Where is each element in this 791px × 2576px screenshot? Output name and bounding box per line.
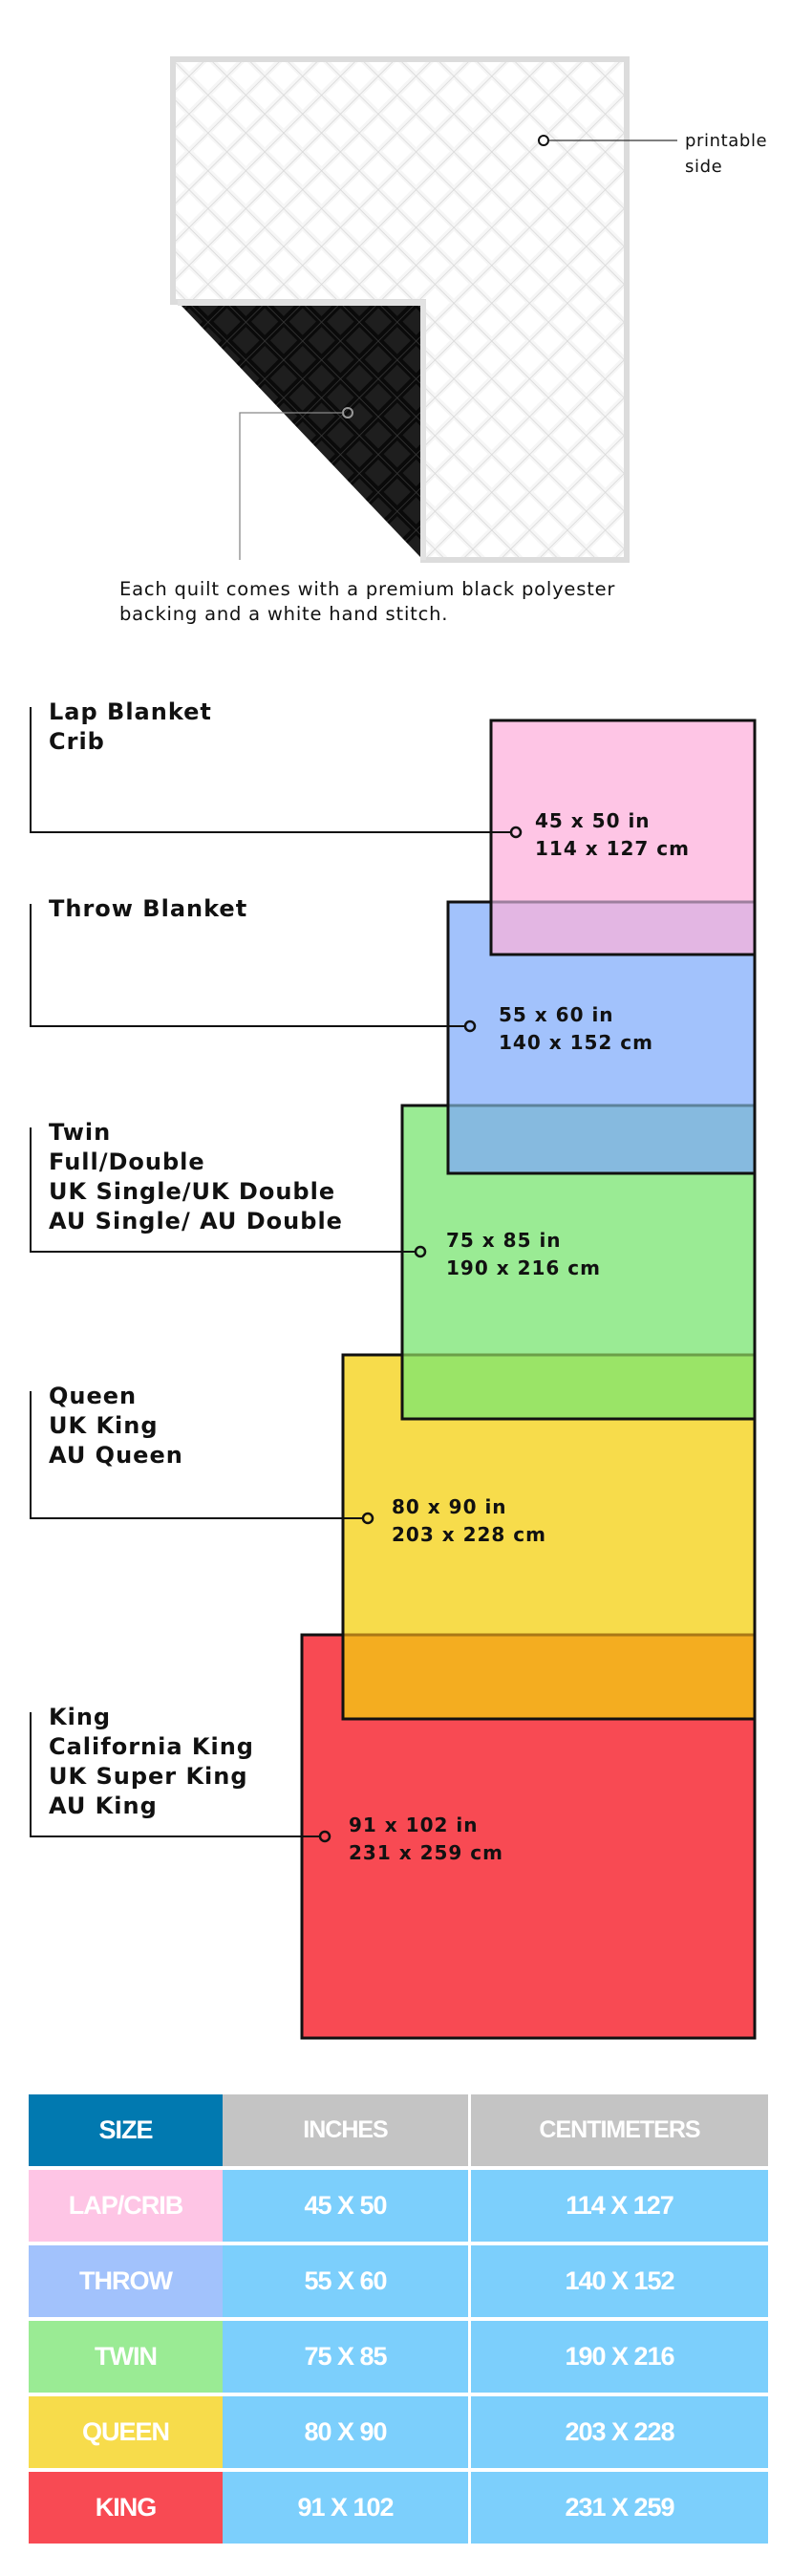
size-label-line: AU Queen: [49, 1442, 183, 1469]
size-label-line: Queen: [49, 1383, 137, 1409]
row-cm: 140 X 152: [471, 2245, 768, 2317]
row-size: LAP/CRIB: [29, 2170, 223, 2242]
table-row: LAP/CRIB 45 X 50 114 X 127: [29, 2170, 768, 2242]
size-label-line: Crib: [49, 728, 105, 755]
size-inches: 80 x 90 in: [392, 1495, 507, 1518]
row-cm: 190 X 216: [471, 2321, 768, 2393]
table-header-row: SIZE INCHES CENTIMETERS: [29, 2094, 768, 2166]
size-cm: 190 x 216 cm: [446, 1256, 601, 1279]
size-label-line: California King: [49, 1733, 254, 1760]
table-row: QUEEN 80 X 90 203 X 228: [29, 2396, 768, 2468]
size-inches: 45 x 50 in: [535, 809, 651, 832]
size-cm: 114 x 127 cm: [535, 837, 690, 860]
row-size: THROW: [29, 2245, 223, 2317]
size-label-lap: Lap Blanket Crib 45 x 50 in 114 x 127 cm: [30, 698, 690, 860]
row-cm: 203 X 228: [471, 2396, 768, 2468]
size-label-line: King: [49, 1704, 111, 1730]
caption-line-2: backing and a white hand stitch.: [119, 603, 448, 625]
size-label-line: UK Single/UK Double: [49, 1178, 335, 1205]
size-label-line: Throw Blanket: [49, 895, 247, 922]
size-overlap-region: [403, 1353, 754, 1418]
printable-side-callout: printable side: [538, 131, 767, 177]
size-label-throw: Throw Blanket 55 x 60 in 140 x 152 cm: [30, 895, 653, 1054]
size-label-line: Twin: [49, 1119, 111, 1146]
table-row: TWIN 75 X 85 190 X 216: [29, 2321, 768, 2393]
size-inches: 91 x 102 in: [349, 1814, 478, 1836]
size-label-line: UK King: [49, 1412, 159, 1439]
size-cm: 203 x 228 cm: [392, 1523, 546, 1546]
callout-dot-icon: [414, 1245, 427, 1258]
size-overlap-region: [492, 900, 754, 954]
header-inches: INCHES: [223, 2094, 468, 2166]
quilt-fold-stitch: [178, 300, 426, 560]
row-inches: 45 X 50: [223, 2170, 468, 2242]
side-label: side: [685, 157, 722, 177]
size-overlap-region: [344, 1633, 754, 1718]
printable-label: printable: [685, 131, 767, 151]
size-rectangles: [300, 719, 757, 2040]
row-inches: 80 X 90: [223, 2396, 468, 2468]
quilt-and-size-diagram: printable side Each quilt comes with a p…: [30, 56, 767, 2040]
table-row: THROW 55 X 60 140 X 152: [29, 2245, 768, 2317]
callout-dot-icon: [509, 826, 523, 839]
size-label-line: UK Super King: [49, 1763, 248, 1790]
row-cm: 114 X 127: [471, 2170, 768, 2242]
size-label-queen: Queen UK King AU Queen 80 x 90 in 203 x …: [30, 1383, 546, 1546]
size-label-king: King California King UK Super King AU Ki…: [30, 1704, 503, 1864]
callout-dot-icon: [538, 135, 549, 146]
row-size: QUEEN: [29, 2396, 223, 2468]
size-label-twin: Twin Full/Double UK Single/UK Double AU …: [30, 1119, 601, 1279]
row-size: TWIN: [29, 2321, 223, 2393]
size-inches: 75 x 85 in: [446, 1229, 562, 1252]
row-cm: 231 X 259: [471, 2472, 768, 2544]
row-size: KING: [29, 2472, 223, 2544]
size-inches: 55 x 60 in: [499, 1003, 614, 1026]
callout-dot-icon: [463, 1020, 477, 1033]
size-cm: 231 x 259 cm: [349, 1841, 503, 1864]
caption-line-1: Each quilt comes with a premium black po…: [119, 578, 615, 600]
size-cm: 140 x 152 cm: [499, 1031, 653, 1054]
quilt-illustration: [170, 56, 630, 563]
size-label-line: AU King: [49, 1792, 158, 1819]
row-inches: 91 X 102: [223, 2472, 468, 2544]
callout-dot-icon: [318, 1830, 331, 1843]
size-table: SIZE INCHES CENTIMETERS LAP/CRIB 45 X 50…: [29, 2094, 768, 2547]
size-label-line: Lap Blanket: [49, 698, 212, 725]
backing-callout: Each quilt comes with a premium black po…: [119, 407, 615, 625]
row-inches: 55 X 60: [223, 2245, 468, 2317]
callout-dot-icon: [361, 1512, 374, 1525]
size-label-line: Full/Double: [49, 1148, 205, 1175]
size-label-line: AU Single/ AU Double: [49, 1208, 343, 1234]
header-centimeters: CENTIMETERS: [471, 2094, 768, 2166]
quilt-black-backing: [181, 305, 420, 557]
size-overlap-region: [449, 1104, 754, 1172]
table-row: KING 91 X 102 231 X 259: [29, 2472, 768, 2544]
row-inches: 75 X 85: [223, 2321, 468, 2393]
header-size: SIZE: [29, 2094, 223, 2166]
